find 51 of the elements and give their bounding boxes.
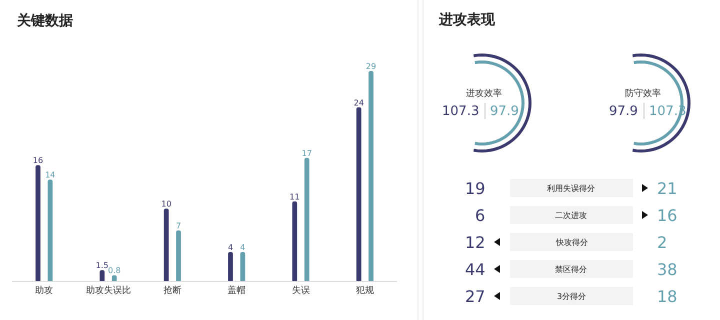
data-label: 27 bbox=[465, 287, 486, 306]
data-label: 19 bbox=[465, 179, 486, 198]
x-tick-label: 助攻 bbox=[35, 284, 54, 296]
bar bbox=[164, 208, 169, 281]
data-label: 0.8 bbox=[108, 266, 121, 276]
category-label: 快攻得分 bbox=[555, 238, 588, 247]
data-label: 1.5 bbox=[96, 261, 109, 270]
data-label: 4 bbox=[240, 243, 246, 252]
bar bbox=[368, 71, 374, 281]
category-label: 禁区得分 bbox=[555, 265, 587, 274]
bar bbox=[100, 270, 105, 281]
text: 进攻表现 bbox=[438, 12, 496, 28]
text: 97.9 bbox=[609, 104, 638, 119]
text: 97.9 bbox=[490, 104, 519, 119]
data-label: 18 bbox=[657, 287, 678, 306]
data-label: 2 bbox=[657, 233, 668, 252]
bar bbox=[292, 201, 298, 281]
data-label: 11 bbox=[290, 192, 300, 202]
data-label: 29 bbox=[366, 62, 376, 72]
chart-title: 关键数据 bbox=[16, 12, 73, 29]
data-label: 44 bbox=[465, 260, 486, 279]
bar bbox=[304, 158, 310, 281]
text: 107.3 bbox=[442, 104, 480, 119]
data-label: 16 bbox=[657, 206, 678, 225]
text: 进攻效率 bbox=[466, 88, 502, 99]
bar bbox=[176, 230, 181, 281]
data-label: 10 bbox=[161, 200, 172, 209]
text: 防守效率 bbox=[625, 88, 661, 99]
category-label: 3分得分 bbox=[557, 292, 586, 301]
bar bbox=[356, 107, 362, 281]
x-tick-label: 犯规 bbox=[356, 284, 374, 296]
data-label: 12 bbox=[465, 233, 486, 252]
data-label: 21 bbox=[657, 179, 678, 198]
x-tick-label: 抢断 bbox=[163, 284, 182, 296]
data-label: 14 bbox=[45, 170, 56, 180]
bar bbox=[48, 180, 53, 281]
data-label: 38 bbox=[657, 260, 678, 279]
data-label: 4 bbox=[228, 243, 234, 252]
category-label: 利用失误得分 bbox=[547, 184, 595, 193]
x-tick-label: 盖帽 bbox=[228, 284, 246, 296]
data-label: 6 bbox=[475, 206, 486, 225]
data-label: 24 bbox=[354, 98, 364, 108]
bar bbox=[228, 252, 233, 281]
bar bbox=[36, 165, 40, 281]
x-tick-label: 失误 bbox=[292, 284, 310, 296]
category-label: 二次进攻 bbox=[555, 211, 587, 220]
data-label: 16 bbox=[32, 156, 44, 166]
data-label: 17 bbox=[302, 148, 312, 158]
data-label: 7 bbox=[176, 221, 182, 230]
bar bbox=[240, 252, 246, 281]
x-tick-label: 助攻失误比 bbox=[86, 284, 131, 296]
